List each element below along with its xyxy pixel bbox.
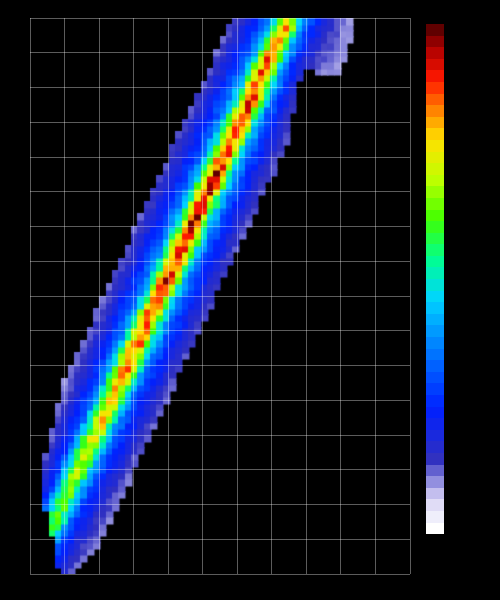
colorbar-segment <box>426 175 444 187</box>
colorbar-segment <box>426 163 444 175</box>
colorbar-segment <box>426 36 444 48</box>
colorbar-segment <box>426 430 444 442</box>
colorbar-segment <box>426 465 444 477</box>
colorbar-segment <box>426 105 444 117</box>
colorbar-segment <box>426 337 444 349</box>
colorbar-segment <box>426 279 444 291</box>
colorbar-segment <box>426 70 444 82</box>
colorbar-segment <box>426 82 444 94</box>
colorbar-segment <box>426 407 444 419</box>
colorbar-segment <box>426 372 444 384</box>
colorbar-segment <box>426 221 444 233</box>
colorbar-segment <box>426 383 444 395</box>
colorbar-segment <box>426 476 444 488</box>
colorbar-segment <box>426 291 444 303</box>
colorbar-segment <box>426 94 444 106</box>
colorbar-segment <box>426 511 444 523</box>
colorbar-segment <box>426 152 444 164</box>
colorbar-segment <box>426 210 444 222</box>
colorbar-segment <box>426 325 444 337</box>
colorbar-segment <box>426 186 444 198</box>
colorbar-segment <box>426 267 444 279</box>
colorbar-segment <box>426 59 444 71</box>
colorbar-segment <box>426 314 444 326</box>
colorbar-segment <box>426 499 444 511</box>
colorbar-segment <box>426 140 444 152</box>
colorbar-segment <box>426 349 444 361</box>
colorbar-segment <box>426 117 444 129</box>
chart-container <box>0 0 500 600</box>
colorbar-segment <box>426 302 444 314</box>
heatmap-plot <box>30 18 410 574</box>
colorbar-segment <box>426 488 444 500</box>
colorbar-segment <box>426 47 444 59</box>
colorbar-segment <box>426 24 444 36</box>
colorbar-segment <box>426 198 444 210</box>
colorbar-segment <box>426 395 444 407</box>
colorbar-segment <box>426 233 444 245</box>
colorbar-segment <box>426 523 444 535</box>
colorbar-segment <box>426 244 444 256</box>
colorbar-segment <box>426 453 444 465</box>
colorbar-segment <box>426 418 444 430</box>
colorbar-segment <box>426 128 444 140</box>
colorbar-segment <box>426 256 444 268</box>
colorbar-segment <box>426 360 444 372</box>
colorbar-segment <box>426 441 444 453</box>
colorbar <box>426 24 444 534</box>
